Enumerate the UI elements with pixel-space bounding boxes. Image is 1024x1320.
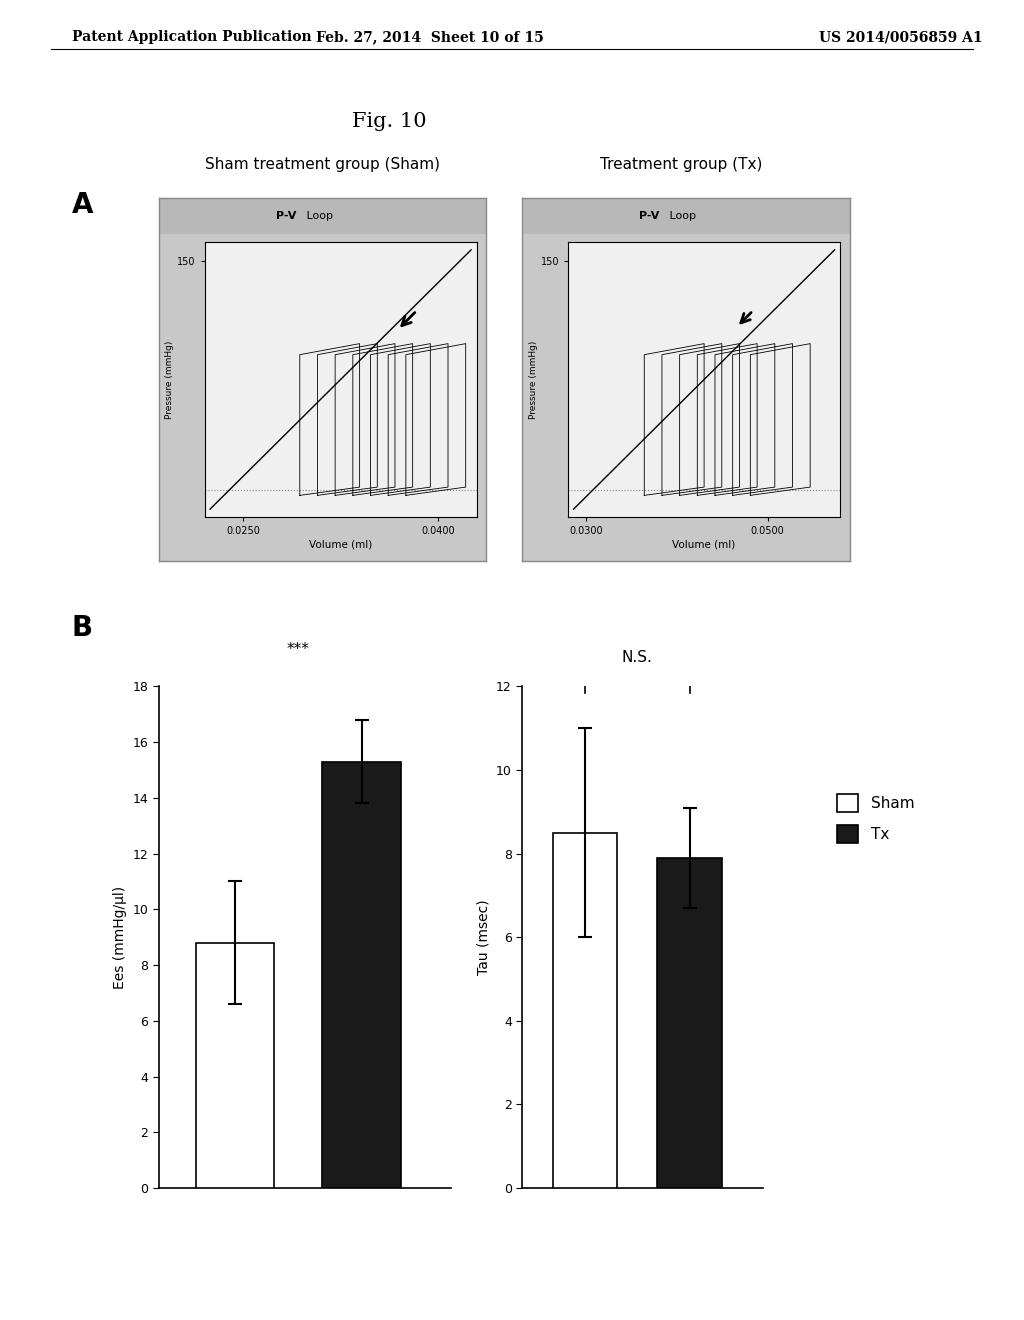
Text: Loop: Loop (667, 211, 696, 222)
Bar (553, 833, 617, 1188)
Text: P-V: P-V (640, 211, 659, 222)
Y-axis label: Tau (msec): Tau (msec) (476, 899, 490, 975)
Text: Treatment group (Tx): Treatment group (Tx) (600, 157, 762, 172)
Text: P-V: P-V (276, 211, 296, 222)
Text: US 2014/0056859 A1: US 2014/0056859 A1 (819, 30, 983, 45)
Y-axis label: Ees (mmHg/μl): Ees (mmHg/μl) (113, 886, 127, 989)
Legend: Sham, Tx: Sham, Tx (837, 793, 914, 843)
Text: Sham treatment group (Sham): Sham treatment group (Sham) (205, 157, 440, 172)
Text: ***: *** (287, 642, 309, 657)
Text: Feb. 27, 2014  Sheet 10 of 15: Feb. 27, 2014 Sheet 10 of 15 (316, 30, 544, 45)
Bar (522, 198, 850, 235)
Text: A: A (72, 191, 93, 219)
Text: Loop: Loop (303, 211, 333, 222)
Text: Patent Application Publication: Patent Application Publication (72, 30, 311, 45)
Text: N.S.: N.S. (622, 651, 652, 665)
Y-axis label: Pressure (mmHg): Pressure (mmHg) (165, 341, 174, 418)
Y-axis label: Pressure (mmHg): Pressure (mmHg) (528, 341, 538, 418)
X-axis label: Volume (ml): Volume (ml) (673, 540, 735, 549)
Text: Fig. 10: Fig. 10 (352, 112, 426, 131)
Text: B: B (72, 614, 93, 642)
Bar (159, 198, 486, 235)
X-axis label: Volume (ml): Volume (ml) (309, 540, 372, 549)
Bar (196, 942, 274, 1188)
Bar (657, 858, 722, 1188)
Bar (323, 762, 401, 1188)
